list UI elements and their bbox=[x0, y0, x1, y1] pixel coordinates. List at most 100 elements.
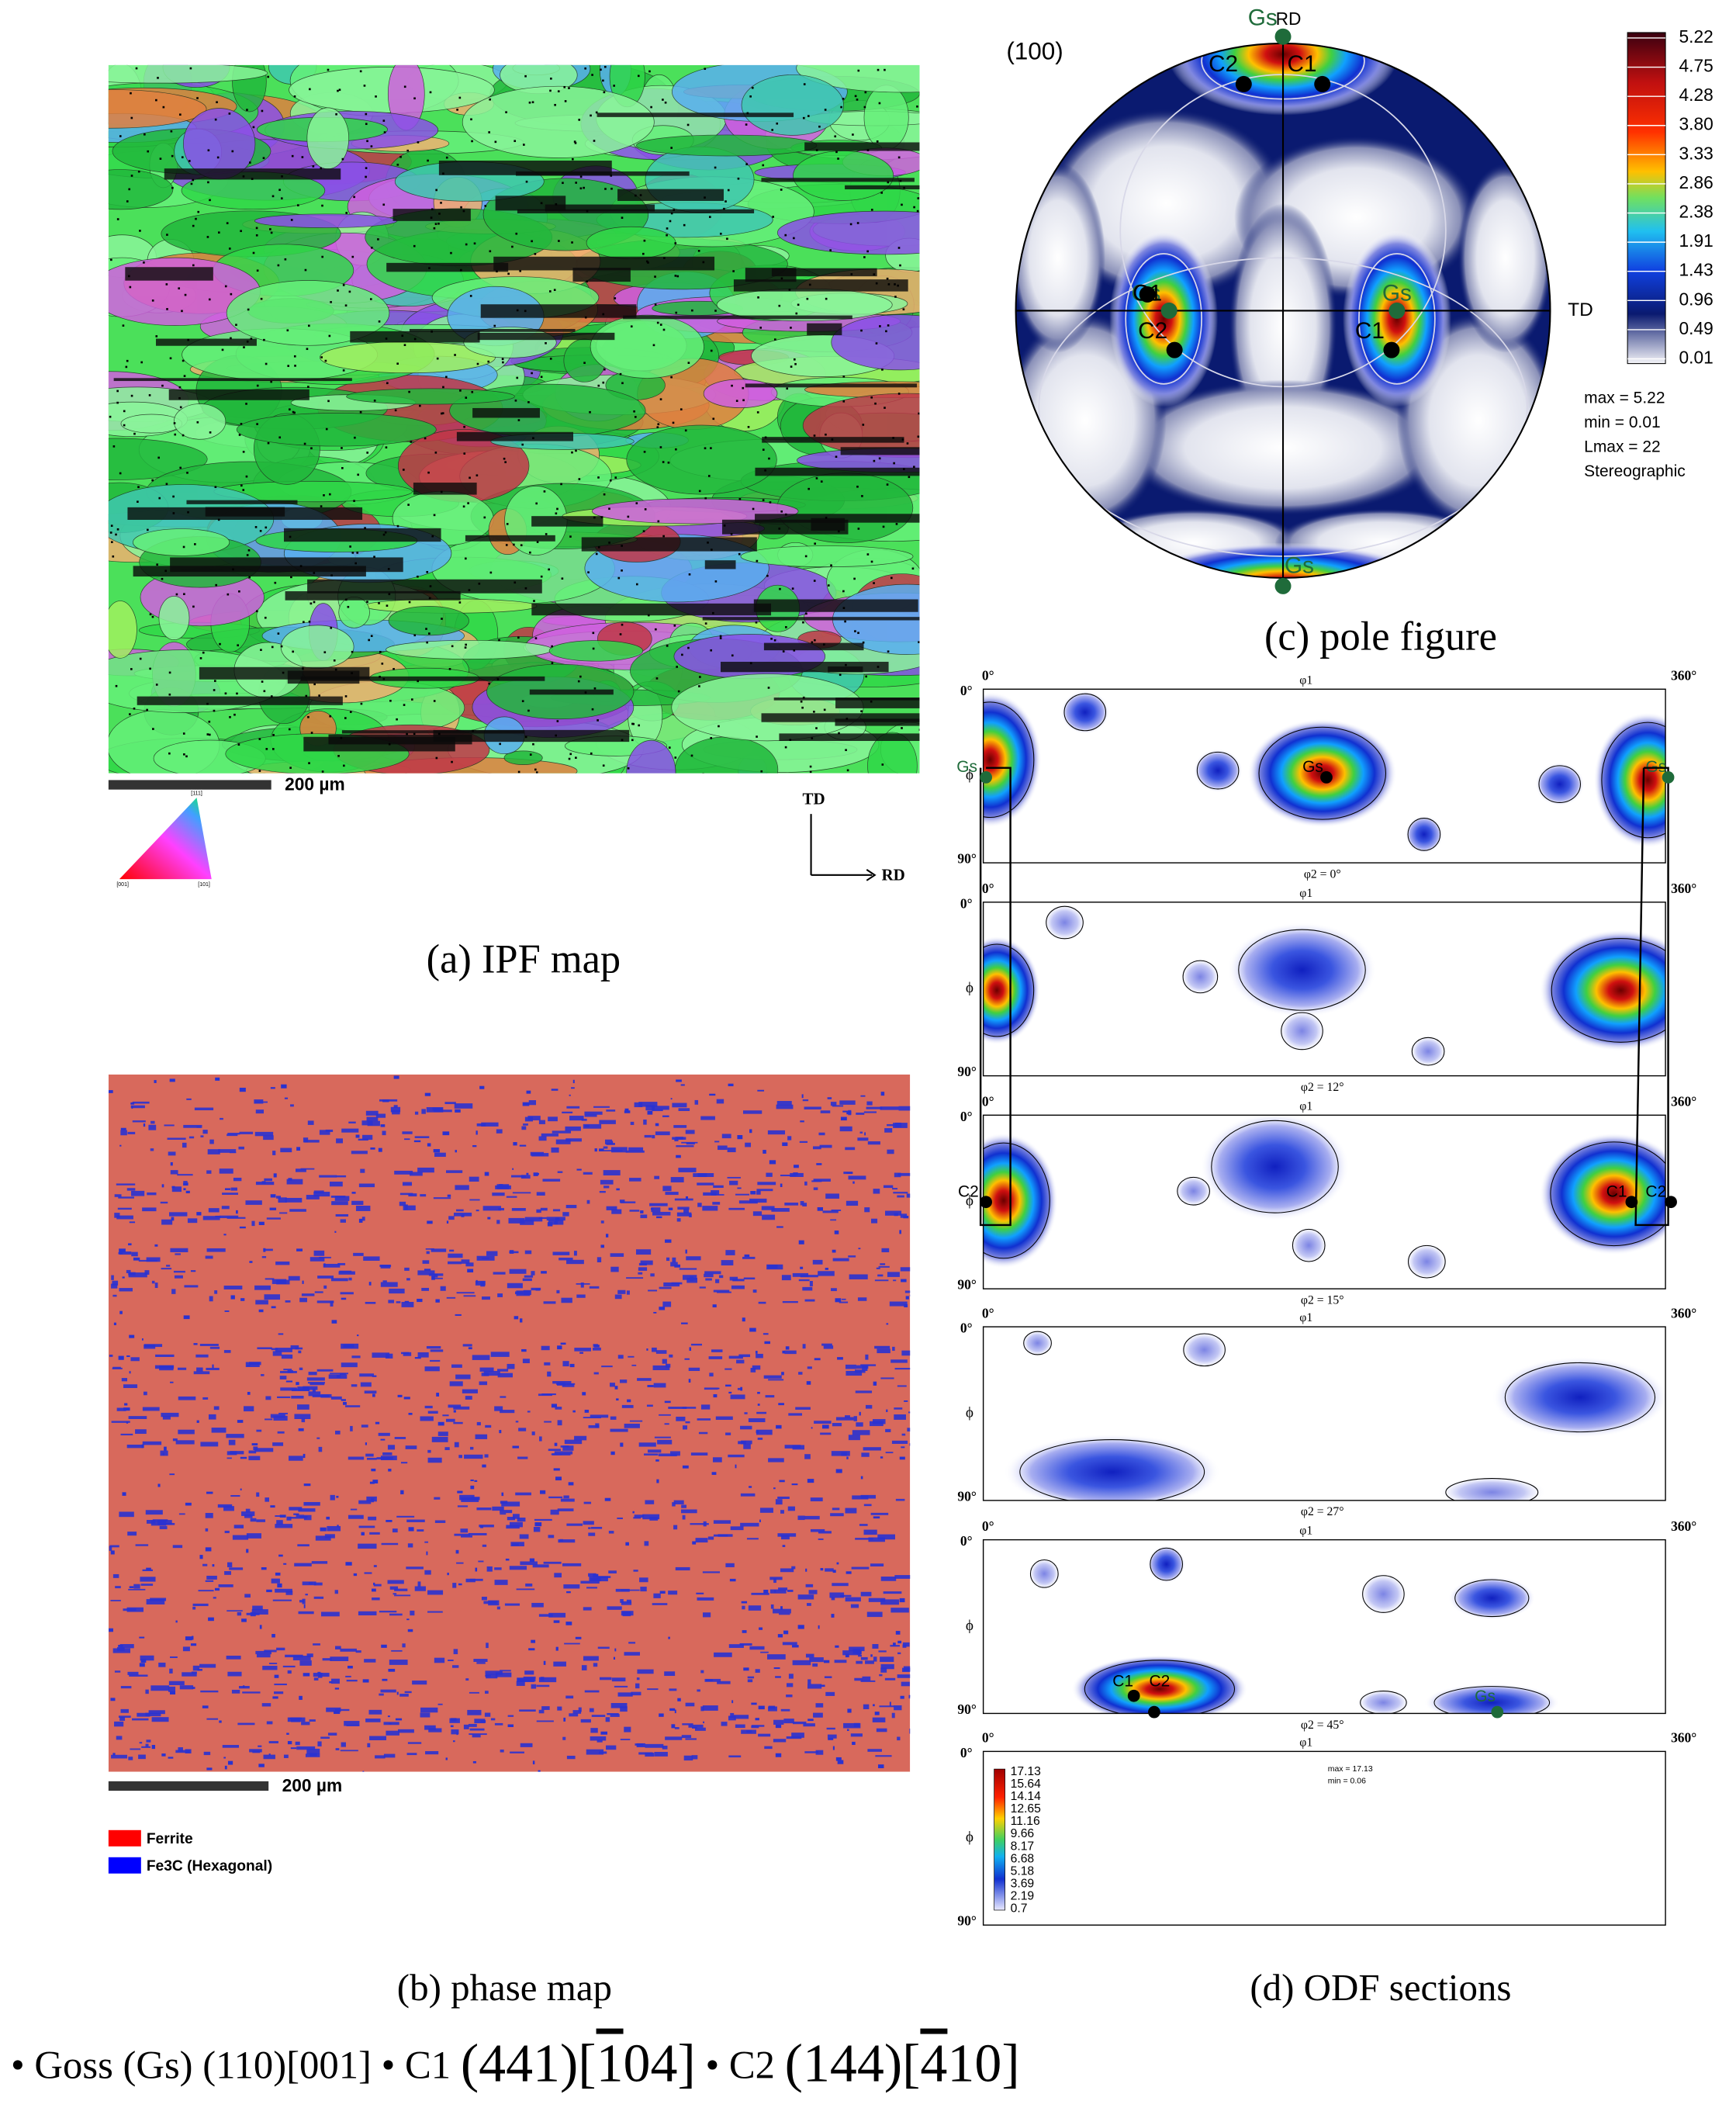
fe3c-particle bbox=[346, 1679, 358, 1682]
label: 0.49 bbox=[1679, 318, 1714, 338]
fe3c-particle bbox=[654, 1752, 668, 1757]
fe3c-particle bbox=[486, 1642, 489, 1649]
fe3c-particle bbox=[798, 1240, 804, 1244]
fe3c-particle bbox=[183, 1315, 190, 1320]
speck bbox=[529, 753, 532, 756]
fe3c-particle bbox=[187, 1218, 198, 1224]
speck bbox=[378, 602, 380, 604]
fe3c-particle bbox=[873, 1704, 875, 1707]
label: 3.80 bbox=[1679, 114, 1714, 134]
fe3c-particle bbox=[381, 1644, 387, 1648]
fe3c-particle bbox=[669, 1354, 673, 1358]
speck bbox=[301, 156, 304, 158]
fe3c-particle bbox=[199, 1555, 203, 1559]
fe3c-particle bbox=[330, 1656, 349, 1661]
fe3c-particle bbox=[405, 1445, 417, 1449]
density-blob bbox=[1227, 922, 1377, 1018]
label: 4.75 bbox=[1679, 56, 1714, 76]
speck bbox=[603, 91, 606, 94]
fe3c-particle bbox=[360, 1382, 372, 1387]
speck bbox=[255, 227, 258, 230]
fe3c-particle bbox=[829, 1592, 845, 1598]
fe3c-particle bbox=[894, 1407, 903, 1410]
speck bbox=[797, 303, 800, 306]
fe3c-particle bbox=[389, 1288, 405, 1294]
speck bbox=[627, 767, 630, 770]
speck bbox=[195, 217, 197, 220]
fe3c-particle bbox=[291, 1388, 310, 1392]
contour bbox=[1063, 693, 1107, 732]
fe3c-particle bbox=[800, 1275, 818, 1278]
speck bbox=[707, 542, 709, 544]
label: 6.68 bbox=[1011, 1852, 1035, 1865]
fe3c-particle bbox=[297, 1404, 310, 1410]
speck bbox=[595, 111, 598, 114]
fe3c-particle bbox=[140, 1584, 154, 1586]
fe3c-particle bbox=[358, 1500, 372, 1504]
fe3c-particle bbox=[239, 1131, 254, 1134]
label: Gs bbox=[1475, 1688, 1496, 1705]
speck bbox=[259, 530, 262, 532]
fe3c-particle bbox=[170, 1161, 173, 1166]
grain-boundary-band bbox=[495, 196, 566, 211]
fe3c-particle bbox=[832, 1746, 835, 1750]
fe3c-particle bbox=[500, 1396, 507, 1398]
fe3c-particle bbox=[670, 1098, 673, 1100]
speck bbox=[213, 709, 216, 712]
fe3c-particle bbox=[780, 1174, 797, 1177]
fe3c-particle bbox=[569, 1116, 584, 1121]
fe3c-particle bbox=[901, 1279, 907, 1282]
fe3c-particle bbox=[749, 1486, 752, 1488]
footer-part: • Goss (Gs) (110)[001] • C1 bbox=[11, 2043, 461, 2086]
speck bbox=[465, 643, 467, 646]
speck bbox=[237, 743, 240, 746]
speck bbox=[304, 268, 307, 272]
speck bbox=[417, 575, 419, 578]
fe3c-particle bbox=[209, 1139, 214, 1144]
fe3c-particle bbox=[866, 1106, 883, 1109]
fe3c-particle bbox=[704, 1387, 718, 1390]
fe3c-particle bbox=[645, 1753, 655, 1757]
fe3c-particle bbox=[202, 1563, 208, 1566]
fe3c-particle bbox=[698, 1431, 708, 1435]
label: (a) IPF map bbox=[427, 937, 621, 982]
fe3c-particle bbox=[128, 1588, 146, 1591]
fe3c-particle bbox=[875, 1755, 892, 1757]
fe3c-particle bbox=[713, 1520, 731, 1524]
fe3c-particle bbox=[200, 1135, 204, 1137]
fe3c-particle bbox=[718, 1145, 728, 1151]
fe3c-particle bbox=[899, 1230, 901, 1234]
speck bbox=[517, 636, 520, 639]
fe3c-particle bbox=[681, 1322, 688, 1324]
fe3c-particle bbox=[206, 1575, 217, 1580]
speck bbox=[428, 632, 431, 635]
fe3c-particle bbox=[214, 1587, 220, 1591]
fe3c-particle bbox=[323, 1263, 326, 1267]
fe3c-particle bbox=[535, 1288, 541, 1291]
speck bbox=[389, 699, 392, 702]
speck bbox=[303, 442, 306, 445]
fe3c-particle bbox=[711, 1472, 717, 1475]
fe3c-particle bbox=[905, 1296, 909, 1300]
fe3c-particle bbox=[777, 1533, 797, 1537]
fe3c-particle bbox=[246, 1549, 249, 1553]
speck bbox=[396, 362, 399, 365]
fe3c-particle bbox=[764, 1341, 771, 1345]
fe3c-particle bbox=[897, 1640, 902, 1644]
speck bbox=[293, 95, 296, 98]
grain bbox=[346, 388, 515, 405]
fe3c-particle bbox=[510, 1751, 524, 1753]
fe3c-particle bbox=[247, 1365, 251, 1367]
fe3c-particle bbox=[139, 1663, 145, 1667]
speck bbox=[294, 365, 296, 367]
fe3c-particle bbox=[610, 1703, 628, 1708]
fe3c-particle bbox=[274, 1674, 279, 1678]
fe3c-particle bbox=[496, 1129, 503, 1134]
fe3c-particle bbox=[399, 1694, 409, 1697]
fe3c-particle bbox=[199, 1344, 219, 1346]
speck bbox=[673, 209, 676, 211]
section-frame bbox=[983, 1751, 1666, 1926]
speck bbox=[670, 376, 673, 379]
grain-boundary-band bbox=[137, 696, 343, 705]
fe3c-particle bbox=[640, 1587, 647, 1592]
